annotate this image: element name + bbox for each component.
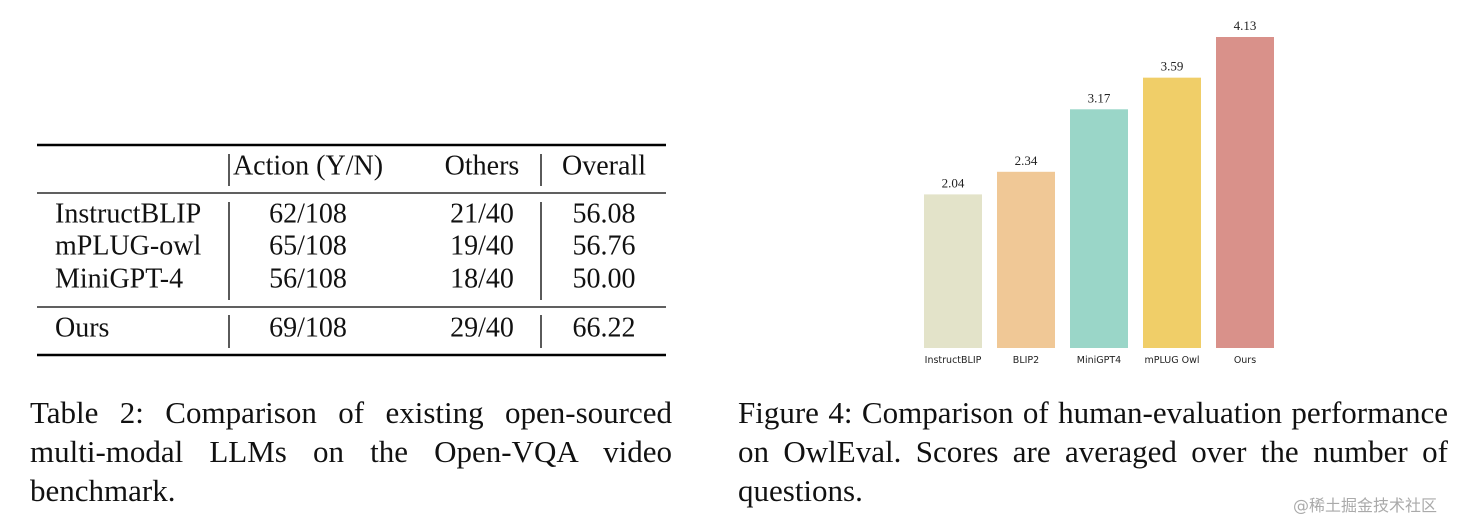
cell: 29/40 (450, 312, 514, 343)
bar (997, 171, 1055, 348)
column-separators (228, 154, 542, 348)
cell: 56.08 (573, 198, 636, 229)
bar (1070, 109, 1128, 348)
value-label: 3.59 (1161, 59, 1184, 74)
header-cell: Action (Y/N) (233, 150, 383, 181)
cell: 21/40 (450, 198, 514, 229)
bar (1143, 77, 1201, 348)
cell: 18/40 (450, 263, 514, 294)
category-label: BLIP2 (1013, 355, 1039, 366)
category-label: Ours (1234, 355, 1256, 366)
value-label: 2.04 (942, 175, 965, 190)
category-label: mPLUG Owl (1144, 355, 1199, 366)
cell: 19/40 (450, 230, 514, 261)
bar (1216, 37, 1274, 348)
table-caption: Table 2: Comparison of existing open-sou… (30, 395, 672, 508)
figure-caption: Figure 4: Comparison of human-evaluation… (738, 395, 1448, 508)
row-label: mPLUG-owl (55, 230, 201, 261)
cell: 56.76 (573, 230, 636, 261)
cell: 65/108 (269, 230, 347, 261)
bar (924, 194, 982, 348)
category-label: InstructBLIP (925, 355, 982, 366)
value-label: 2.34 (1015, 153, 1038, 168)
cell: 62/108 (269, 198, 347, 229)
watermark: @稀土掘金技术社区 (1293, 496, 1438, 515)
value-label: 4.13 (1234, 18, 1257, 33)
row-label: MiniGPT-4 (55, 263, 183, 294)
cell: 66.22 (573, 312, 636, 343)
cell: 50.00 (573, 263, 636, 294)
row-label: InstructBLIP (55, 198, 201, 229)
category-label: MiniGPT4 (1077, 355, 1121, 366)
cell: 56/108 (269, 263, 347, 294)
header-cell: Others (445, 150, 520, 181)
value-label: 3.17 (1088, 90, 1111, 105)
header-cell: Overall (562, 150, 646, 181)
cell: 69/108 (269, 312, 347, 343)
row-label: Ours (55, 312, 109, 343)
